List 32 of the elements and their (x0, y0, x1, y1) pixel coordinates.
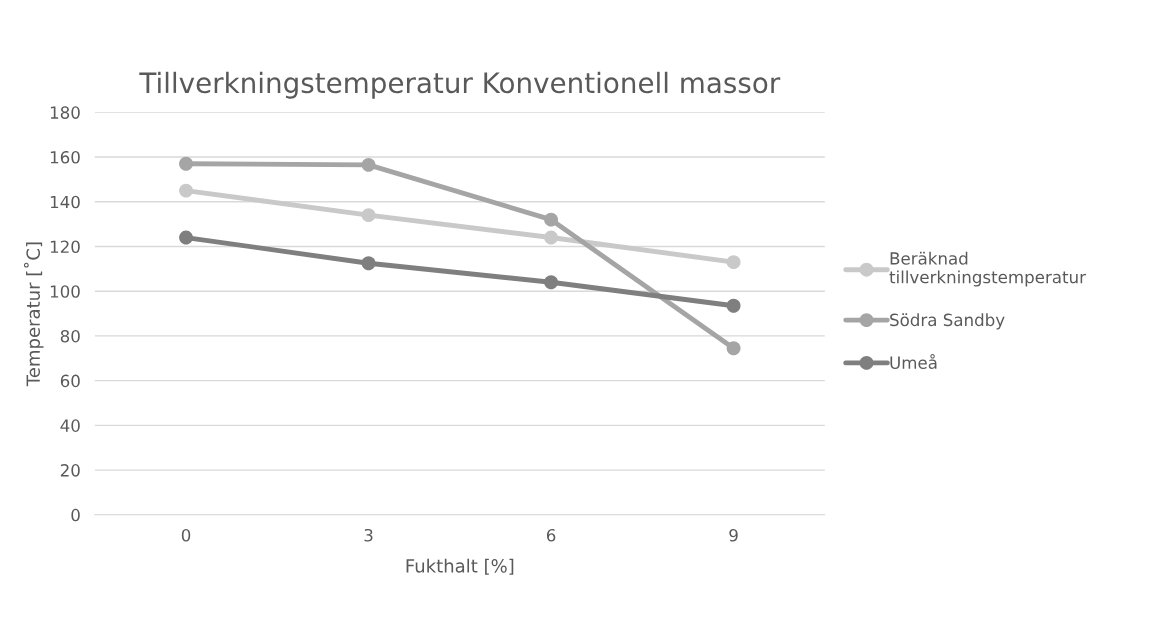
y-tick-label: 0 (71, 508, 80, 522)
x-tick-label: 0 (181, 528, 191, 542)
y-tick-label: 120 (50, 240, 80, 254)
chart-title: Tillverkningstemperatur Konventionell massor (139, 71, 781, 99)
x-tick-label: 9 (729, 528, 738, 542)
y-tick-label: 100 (50, 285, 80, 298)
legend-label: Beräknad tillverkningstemperatur (889, 251, 1086, 287)
point (179, 156, 193, 171)
point (544, 212, 559, 227)
point (726, 341, 741, 356)
x-tick-label: 6 (546, 528, 556, 542)
point (361, 208, 376, 223)
y-axis-title: Temperatur [˚C] (23, 242, 44, 387)
point (544, 275, 559, 290)
y-tick-label: 40 (60, 419, 80, 432)
point (726, 255, 741, 270)
point (544, 230, 559, 245)
legend-label: Umeå (890, 354, 937, 369)
legend-label: Södra Sandby (890, 313, 1005, 330)
y-tick-label: 180 (50, 106, 80, 119)
y-tick-label: 160 (50, 151, 80, 164)
x-axis-title: Fukthalt [%] (406, 558, 514, 575)
point (361, 157, 376, 172)
y-tick-label: 80 (60, 329, 80, 343)
y-tick-label: 60 (60, 374, 80, 388)
point (179, 183, 193, 198)
point (361, 256, 376, 271)
point (179, 230, 193, 245)
y-tick-label: 140 (50, 195, 80, 209)
x-tick-label: 3 (364, 528, 373, 542)
y-tick-label: 20 (60, 464, 80, 477)
point (726, 298, 741, 313)
